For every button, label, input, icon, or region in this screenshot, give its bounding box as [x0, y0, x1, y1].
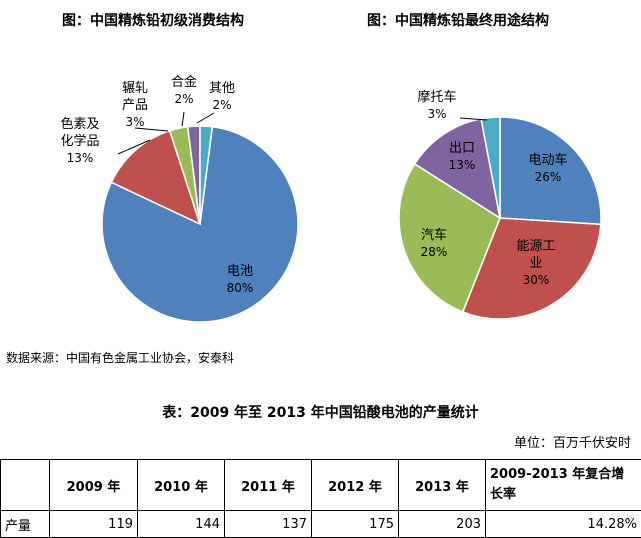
- pie1-slice-4-leader: [197, 113, 214, 123]
- production-table: 2009 年 2010 年 2011 年 2012 年 2013 年 2009-…: [0, 459, 641, 538]
- value-cagr: 14.28%: [486, 511, 641, 538]
- table-title: 表：2009 年至 2013 年中国铅酸电池的产量统计: [0, 402, 641, 422]
- header-2011: 2011 年: [225, 460, 312, 511]
- table-row: 产量 119 144 137 175 203 14.28%: [1, 511, 641, 538]
- value-2009: 119: [50, 511, 138, 538]
- pie1-slice-3-leader: [182, 112, 184, 126]
- table-unit: 单位：百万千伏安时: [514, 432, 631, 451]
- header-2009: 2009 年: [50, 460, 138, 511]
- header-2012: 2012 年: [312, 460, 399, 511]
- data-source-note: 数据来源：中国有色金属工业协会，安泰科: [6, 349, 234, 366]
- pie1-slice-2-leader: [135, 128, 168, 131]
- header-cagr: 2009-2013 年复合增长率: [486, 460, 641, 511]
- table-header-row: 2009 年 2010 年 2011 年 2012 年 2013 年 2009-…: [1, 460, 641, 511]
- value-2012: 175: [312, 511, 399, 538]
- value-2011: 137: [225, 511, 312, 538]
- header-2010: 2010 年: [138, 460, 225, 511]
- value-2013: 203: [399, 511, 486, 538]
- row-label-production: 产量: [1, 511, 50, 538]
- header-2013: 2013 年: [399, 460, 486, 511]
- header-cell-empty: [1, 460, 50, 511]
- value-2010: 144: [138, 511, 225, 538]
